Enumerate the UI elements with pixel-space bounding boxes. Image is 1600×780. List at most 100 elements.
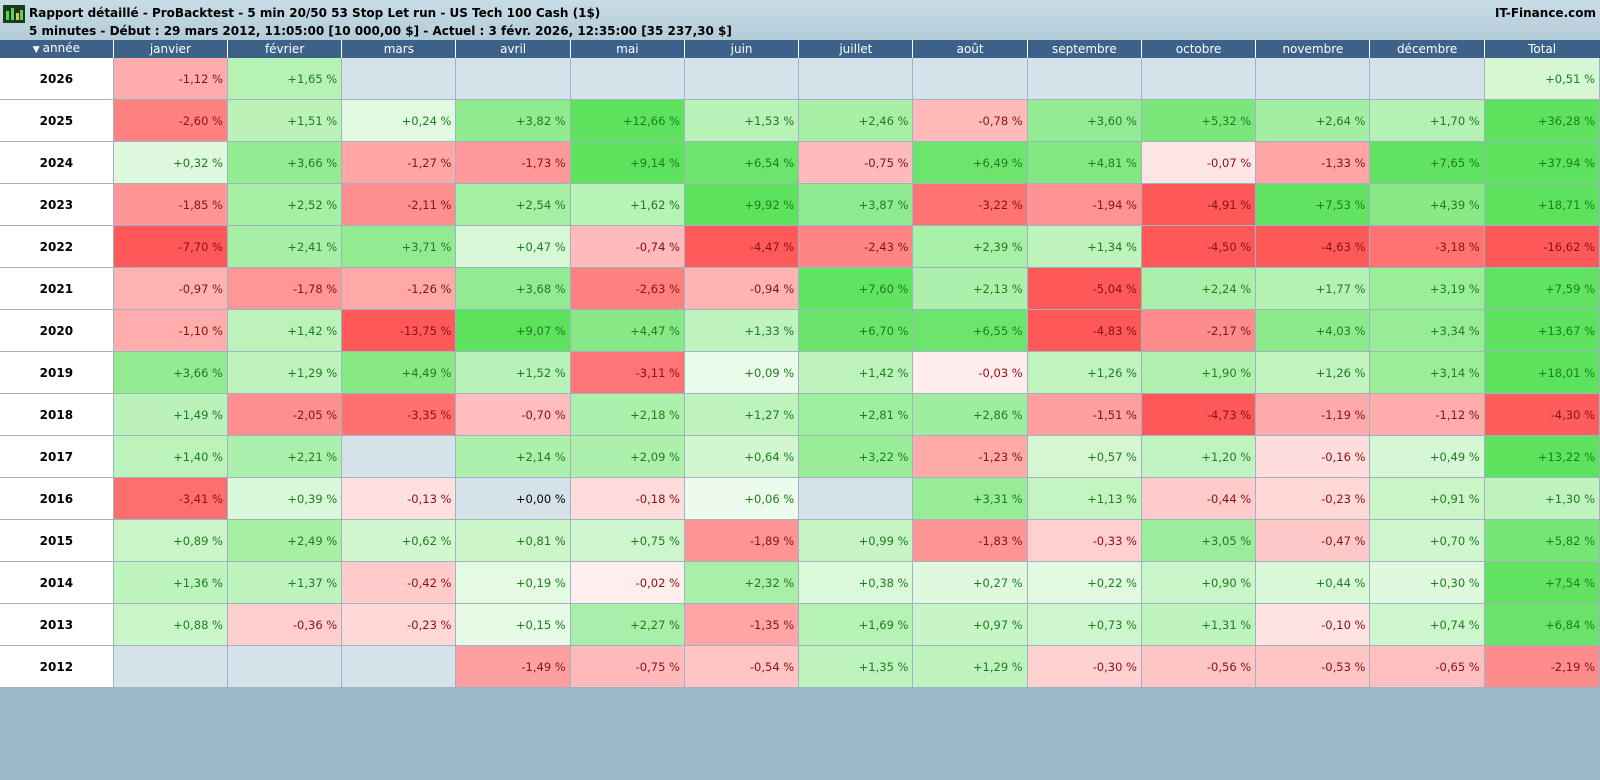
month-return-cell: +7,53 % bbox=[1255, 183, 1371, 226]
column-header-label: février bbox=[264, 42, 305, 56]
month-return-cell: +1,33 % bbox=[684, 309, 800, 352]
month-return-cell: +1,62 % bbox=[570, 183, 685, 226]
month-return-cell: -2,63 % bbox=[570, 267, 685, 310]
month-return-cell: +2,86 % bbox=[912, 393, 1028, 436]
month-return-cell: +1,70 % bbox=[1369, 99, 1485, 142]
table-row[interactable]: 2013 +0,88 % -0,36 % -0,23 % +0,15 % +2,27 % -… bbox=[0, 603, 1600, 646]
month-return-cell: +2,49 % bbox=[227, 519, 343, 562]
month-return-cell: +6,55 % bbox=[912, 309, 1028, 352]
month-return-cell: -1,35 % bbox=[684, 603, 800, 646]
brand-label: IT-Finance.com bbox=[1494, 6, 1596, 20]
table-row[interactable]: 2025 -2,60 % +1,51 % +0,24 % +3,82 % +12,66 %… bbox=[0, 99, 1600, 142]
month-return-cell: +2,21 % bbox=[227, 435, 343, 478]
table-row[interactable]: 2024 +0,32 % +3,66 % -1,27 % -1,73 % +9,14 % +… bbox=[0, 141, 1600, 184]
column-header-year[interactable]: ▼ année bbox=[0, 40, 114, 58]
column-header-month[interactable]: novembre bbox=[1255, 40, 1371, 58]
year-cell: 2023 bbox=[0, 183, 114, 226]
month-return-cell: +1,42 % bbox=[227, 309, 343, 352]
month-return-cell: +0,39 % bbox=[227, 477, 343, 520]
month-return-cell: +2,24 % bbox=[1141, 267, 1257, 310]
month-return-cell bbox=[570, 58, 685, 100]
table-row[interactable]: 2021 -0,97 % -1,78 % -1,26 % +3,68 % -2,63 % -… bbox=[0, 267, 1600, 310]
table-row[interactable]: 2026 -1,12 % +1,65 % +0,51 % bbox=[0, 58, 1600, 100]
month-return-cell: -0,65 % bbox=[1369, 645, 1485, 688]
month-return-cell: +0,09 % bbox=[684, 351, 800, 394]
month-return-cell bbox=[1369, 58, 1485, 100]
month-return-cell: +6,70 % bbox=[798, 309, 914, 352]
column-header-month[interactable]: décembre bbox=[1369, 40, 1485, 58]
month-return-cell: -1,26 % bbox=[341, 267, 457, 310]
total-cell: +0,51 % bbox=[1484, 58, 1600, 100]
year-cell: 2012 bbox=[0, 645, 114, 688]
month-return-cell: +3,82 % bbox=[455, 99, 571, 142]
column-header-month[interactable]: septembre bbox=[1027, 40, 1142, 58]
month-return-cell: +0,89 % bbox=[113, 519, 228, 562]
table-row[interactable]: 2014 +1,36 % +1,37 % -0,42 % +0,19 % -0,02 % +… bbox=[0, 561, 1600, 604]
month-return-cell: -2,43 % bbox=[798, 225, 914, 268]
month-return-cell: -0,94 % bbox=[684, 267, 800, 310]
month-return-cell: -0,16 % bbox=[1255, 435, 1371, 478]
month-return-cell: -0,53 % bbox=[1255, 645, 1371, 688]
month-return-cell: -1,12 % bbox=[113, 58, 228, 100]
column-header-month[interactable]: juin bbox=[684, 40, 800, 58]
month-return-cell: +6,54 % bbox=[684, 141, 800, 184]
table-row[interactable]: 2020 -1,10 % +1,42 % -13,75 % +9,07 % +4,47 %… bbox=[0, 309, 1600, 352]
month-return-cell: +2,52 % bbox=[227, 183, 343, 226]
month-return-cell bbox=[113, 645, 228, 688]
table-row[interactable]: 2012 -1,49 % -0,75 % -0,54 % +1,35 % +1,29 % -… bbox=[0, 645, 1600, 688]
column-header-month[interactable]: janvier bbox=[113, 40, 228, 58]
month-return-cell: +1,52 % bbox=[455, 351, 571, 394]
month-return-cell: +0,32 % bbox=[113, 141, 228, 184]
month-return-cell: +0,38 % bbox=[798, 561, 914, 604]
month-return-cell: -2,05 % bbox=[227, 393, 343, 436]
month-return-cell: +3,31 % bbox=[912, 477, 1028, 520]
month-return-cell: +4,47 % bbox=[570, 309, 685, 352]
month-return-cell: -0,23 % bbox=[1255, 477, 1371, 520]
month-return-cell: -0,75 % bbox=[798, 141, 914, 184]
month-return-cell: -0,74 % bbox=[570, 225, 685, 268]
column-header-label: mai bbox=[616, 42, 639, 56]
total-cell: +36,28 % bbox=[1484, 99, 1600, 142]
month-return-cell: +6,49 % bbox=[912, 141, 1028, 184]
title-bar: Rapport détaillé - ProBacktest - 5 min 2… bbox=[0, 0, 1600, 40]
column-header-month[interactable]: août bbox=[912, 40, 1028, 58]
month-return-cell: -4,50 % bbox=[1141, 225, 1257, 268]
column-header-month[interactable]: mars bbox=[341, 40, 457, 58]
month-return-cell: -3,35 % bbox=[341, 393, 457, 436]
table-row[interactable]: 2022 -7,70 % +2,41 % +3,71 % +0,47 % -0,74 % -… bbox=[0, 225, 1600, 268]
month-return-cell: +0,19 % bbox=[455, 561, 571, 604]
month-return-cell: +0,62 % bbox=[341, 519, 457, 562]
column-header-month[interactable]: mai bbox=[570, 40, 685, 58]
year-cell: 2013 bbox=[0, 603, 114, 646]
table-row[interactable]: 2019 +3,66 % +1,29 % +4,49 % +1,52 % -3,11 % +… bbox=[0, 351, 1600, 394]
sort-desc-icon: ▼ bbox=[32, 45, 40, 55]
column-header-month[interactable]: avril bbox=[455, 40, 571, 58]
column-header-label: septembre bbox=[1052, 42, 1117, 56]
table-row[interactable]: 2023 -1,85 % +2,52 % -2,11 % +2,54 % +1,62 % +… bbox=[0, 183, 1600, 226]
table-row[interactable]: 2016 -3,41 % +0,39 % -0,13 % +0,00 % -0,18 % +… bbox=[0, 477, 1600, 520]
month-return-cell: +0,24 % bbox=[341, 99, 457, 142]
column-header-label: juillet bbox=[839, 42, 873, 56]
column-header-month[interactable]: juillet bbox=[798, 40, 914, 58]
month-return-cell bbox=[1141, 58, 1257, 100]
month-return-cell: -1,51 % bbox=[1027, 393, 1142, 436]
month-return-cell: -0,13 % bbox=[341, 477, 457, 520]
column-header-month[interactable]: février bbox=[227, 40, 343, 58]
month-return-cell: +3,71 % bbox=[341, 225, 457, 268]
column-header-month[interactable]: octobre bbox=[1141, 40, 1257, 58]
month-return-cell: +3,60 % bbox=[1027, 99, 1142, 142]
month-return-cell: -1,49 % bbox=[455, 645, 571, 688]
year-cell: 2019 bbox=[0, 351, 114, 394]
month-return-cell: +2,32 % bbox=[684, 561, 800, 604]
table-row[interactable]: 2015 +0,89 % +2,49 % +0,62 % +0,81 % +0,75 % -… bbox=[0, 519, 1600, 562]
month-return-cell: +3,05 % bbox=[1141, 519, 1257, 562]
month-return-cell: -0,03 % bbox=[912, 351, 1028, 394]
column-header-total[interactable]: Total bbox=[1484, 40, 1600, 58]
report-title: Rapport détaillé - ProBacktest - 5 min 2… bbox=[29, 6, 601, 20]
table-row[interactable]: 2018 +1,49 % -2,05 % -3,35 % -0,70 % +2,18 % +… bbox=[0, 393, 1600, 436]
table-row[interactable]: 2017 +1,40 % +2,21 % +2,14 % +2,09 % +0,64 % +… bbox=[0, 435, 1600, 478]
month-return-cell: -1,27 % bbox=[341, 141, 457, 184]
month-return-cell: -0,97 % bbox=[113, 267, 228, 310]
year-cell: 2014 bbox=[0, 561, 114, 604]
month-return-cell: +0,57 % bbox=[1027, 435, 1142, 478]
